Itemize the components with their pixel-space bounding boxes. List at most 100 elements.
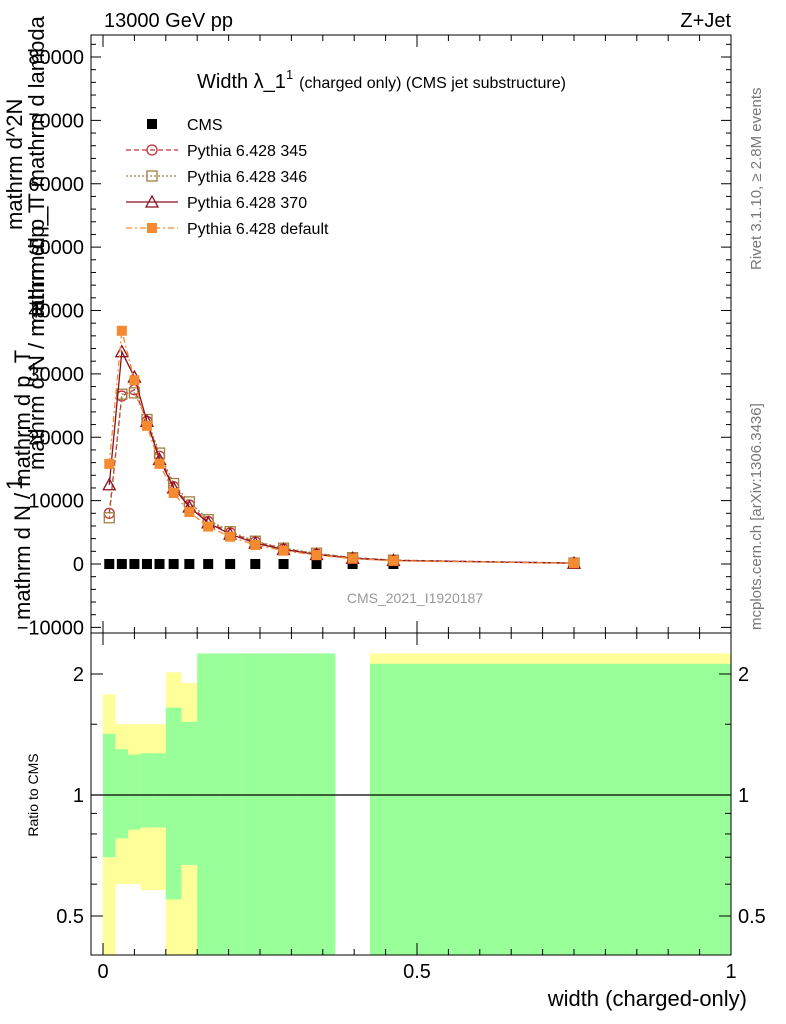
x-axis-label: width (charged-only) (547, 986, 747, 1011)
data-point (129, 559, 140, 569)
series-1 (103, 384, 580, 569)
series-line (108, 392, 575, 564)
series-4 (104, 325, 579, 569)
ratio-band-green (369, 663, 417, 955)
main-ytick-label: 80000 (28, 47, 84, 69)
data-point (278, 545, 289, 556)
legend-label: Pythia 6.428 370 (187, 195, 307, 212)
legend-label: Pythia 6.428 346 (187, 169, 307, 186)
ratio-ytick-label: 0.5 (56, 906, 84, 928)
series-3 (102, 344, 582, 569)
mcplots-label: mcplots.cern.ch [arXiv:1306.3436] (748, 403, 765, 630)
main-ylabel-line: mathrm d N / mathrm d p_T (24, 200, 49, 470)
data-point (104, 458, 115, 469)
legend: CMS Pythia 6.428 345 Pythia 6.428 346 Pythi… (126, 117, 329, 238)
main-ticks: −10000 0 10000 20000 30000 40000 50000 60000 700… (17, 35, 732, 639)
data-point (184, 507, 195, 518)
main-ytick-label: 40000 (28, 301, 84, 323)
chart-title-rest: (charged only) (CMS jet substructure) (299, 75, 566, 92)
ratio-xtick-label: 1 (725, 961, 736, 983)
series-2 (103, 387, 580, 569)
data-point (388, 555, 399, 566)
header-left: 13000 GeV pp (104, 10, 233, 32)
ratio-band-green (219, 653, 242, 955)
ratio-ytick-label-right: 2 (738, 664, 749, 686)
data-point (225, 531, 236, 542)
data-point (104, 559, 115, 569)
main-ylabel-line: mathrm d N / mathrm d p_T (10, 350, 35, 620)
data-point (311, 559, 322, 569)
main-ytick-label: 0 (73, 554, 84, 576)
ratio-frame (90, 632, 732, 956)
ratio-band-green (165, 707, 182, 900)
data-point (102, 477, 117, 491)
data-point (347, 559, 358, 569)
data-point (116, 559, 127, 569)
ratio-panel: 0.5 0.5 1 1 2 2 0 0.5 1 Ratio to CMS width (char… (25, 632, 766, 1011)
data-point (116, 325, 127, 336)
main-ytick-label: −10000 (17, 617, 84, 639)
ratio-ytick-label-right: 1 (738, 785, 749, 807)
main-ytick-label: 70000 (28, 110, 84, 132)
data-point (146, 144, 158, 156)
data-point (311, 550, 322, 561)
ratio-xtick-label: 0 (97, 961, 108, 983)
data-point (147, 223, 157, 233)
ratio-ytick-label: 2 (73, 664, 84, 686)
ratio-band-green (153, 753, 166, 828)
data-point (144, 194, 160, 208)
data-point (250, 559, 261, 569)
data-point (250, 539, 261, 550)
data-point (225, 559, 236, 569)
ratio-band-green (140, 753, 154, 828)
data-point (168, 559, 179, 569)
main-ylabel-line: 1 (2, 478, 27, 490)
data-point (154, 458, 165, 469)
series-0 (104, 559, 579, 569)
series-line (108, 388, 575, 564)
data-point (116, 388, 128, 400)
main-panel: −10000 0 10000 20000 30000 40000 50000 60000 700… (2, 15, 732, 639)
data-point (146, 170, 158, 182)
ratio-band-green (269, 653, 298, 955)
chart-title-sup: 1 (286, 67, 293, 82)
series-line (108, 330, 575, 564)
main-ylabel-line: mathrm d p_T mathrm d lambda (24, 15, 49, 330)
series-line (108, 349, 575, 564)
main-ytick-label: 20000 (28, 427, 84, 449)
legend-label: CMS (187, 117, 223, 134)
ratio-ylabel: Ratio to CMS (25, 753, 41, 836)
data-point (168, 488, 179, 499)
ratio-band-green (181, 721, 198, 865)
legend-label: Pythia 6.428 default (187, 221, 329, 238)
data-point (184, 559, 195, 569)
ratio-ticks: 0.5 0.5 1 1 2 2 0 0.5 1 (56, 633, 766, 983)
main-ytick-label: 30000 (28, 364, 84, 386)
data-point (347, 553, 358, 564)
ratio-band-green (297, 653, 336, 955)
data-point (141, 420, 152, 431)
data-point (203, 559, 214, 569)
ratio-band-green (417, 663, 731, 955)
data-point (141, 559, 152, 569)
ratio-band-green (197, 653, 220, 955)
main-ytick-label: 10000 (28, 491, 84, 513)
rivet-label: Rivet 3.1.10, ≥ 2.8M events (748, 88, 765, 271)
main-series (102, 325, 582, 569)
ratio-ytick-label: 1 (73, 785, 84, 807)
chart-title-main: Width λ_1 (197, 71, 286, 93)
ratio-band-green (241, 653, 270, 955)
main-ytick-label: 50000 (28, 237, 84, 259)
data-point (278, 559, 289, 569)
ratio-bands (103, 653, 731, 955)
watermark: CMS_2021_I1920187 (347, 590, 483, 606)
main-ytick-label: 60000 (28, 174, 84, 196)
data-point (129, 375, 140, 386)
data-point (154, 559, 165, 569)
ratio-band-green (128, 754, 141, 830)
data-point (203, 521, 214, 532)
data-point (114, 344, 129, 358)
data-point (569, 558, 579, 569)
